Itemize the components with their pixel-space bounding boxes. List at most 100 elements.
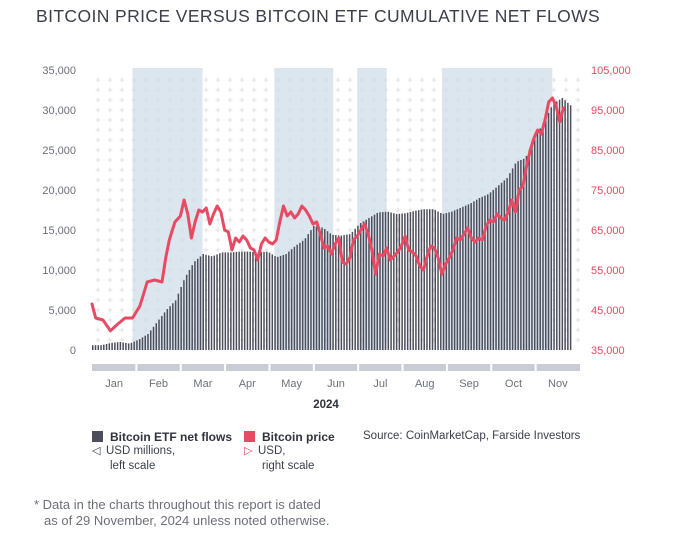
flow-bar <box>459 208 461 350</box>
flow-bar <box>503 180 506 350</box>
flow-bar <box>481 196 483 350</box>
flow-bar <box>185 274 188 350</box>
flow-bar <box>279 255 282 350</box>
flow-bar <box>509 173 511 350</box>
flow-bar <box>359 223 362 350</box>
flow-bar <box>246 251 249 350</box>
flow-bar <box>111 342 113 350</box>
x-axis-band-separator <box>490 364 493 371</box>
flow-bar <box>310 230 312 350</box>
x-axis-band-separator <box>224 364 227 371</box>
flow-bar <box>376 212 379 350</box>
footnote-line-2: as of 29 November, 2024 unless noted oth… <box>44 513 330 528</box>
flow-bar <box>340 235 343 350</box>
legend-flows-scale: left scale <box>110 460 156 472</box>
left-axis-tick: 35,000 <box>42 65 76 77</box>
flow-bar <box>138 339 141 350</box>
flow-bar <box>368 218 370 350</box>
flow-bar <box>315 226 318 350</box>
flow-bar <box>125 342 127 350</box>
legend-flows-label: Bitcoin ETF net flows <box>110 430 232 444</box>
flow-bar <box>114 342 116 350</box>
flow-bar <box>285 254 287 350</box>
flow-bar <box>205 254 207 350</box>
left-axis-tick: 30,000 <box>42 105 76 117</box>
flow-bar <box>299 242 301 350</box>
x-axis-band-separator <box>268 364 271 371</box>
left-axis-tick: 5,000 <box>48 305 76 317</box>
flow-bar <box>492 190 495 350</box>
right-axis-tick: 45,000 <box>591 305 625 317</box>
flow-bar <box>362 221 365 350</box>
flow-bar <box>105 344 108 350</box>
flow-bar <box>324 229 326 350</box>
flow-bar <box>224 252 227 350</box>
flow-bar <box>169 306 171 350</box>
flow-bar <box>423 209 425 350</box>
footnote: * Data in the charts throughout this rep… <box>34 497 329 529</box>
flow-bar <box>230 252 232 350</box>
flow-bar <box>398 213 401 350</box>
flow-bar <box>144 335 146 350</box>
flow-bar <box>219 253 221 350</box>
flow-bar <box>456 209 459 350</box>
flow-bar <box>434 210 437 350</box>
flow-bar <box>202 254 204 350</box>
flow-bar <box>487 194 489 350</box>
footnote-line-1: * Data in the charts throughout this rep… <box>34 497 321 512</box>
flow-bar <box>318 226 321 350</box>
flow-bar <box>307 234 309 350</box>
flow-bar <box>495 187 497 350</box>
flow-bar <box>564 100 566 351</box>
flow-bar <box>127 343 130 350</box>
flow-bar <box>136 340 138 350</box>
flow-bar <box>553 103 555 350</box>
shaded-period <box>132 68 203 350</box>
flow-bar <box>326 231 329 350</box>
flow-bar <box>390 212 392 350</box>
flow-bar <box>517 161 519 350</box>
flow-bar <box>478 198 481 350</box>
right-axis-tick: 35,000 <box>591 345 625 357</box>
legend-flows-swatch <box>92 431 103 442</box>
x-axis-band-separator <box>357 364 360 371</box>
flow-bar <box>133 341 135 350</box>
flow-bar <box>542 123 544 350</box>
flow-bar <box>415 210 417 350</box>
x-axis-tick: Sep <box>459 378 479 390</box>
flow-bar <box>152 326 155 350</box>
right-axis-tick: 85,000 <box>591 145 625 157</box>
flow-bar <box>158 319 160 350</box>
flow-bar <box>370 216 373 350</box>
flow-bar <box>257 252 260 350</box>
flow-bar <box>409 212 412 350</box>
flow-bar <box>119 342 122 350</box>
flow-bar <box>266 251 268 350</box>
flow-bar <box>263 251 265 350</box>
legend-price-scale: right scale <box>262 460 315 472</box>
flow-bar <box>199 256 202 350</box>
flow-bar <box>254 252 257 350</box>
legend-price-label: Bitcoin price <box>262 430 335 444</box>
flow-bar <box>348 234 351 350</box>
x-axis-tick: Feb <box>149 378 168 390</box>
flow-bar <box>216 254 218 350</box>
flow-bar <box>431 209 434 350</box>
x-axis-band-separator <box>179 364 182 371</box>
flow-bar <box>448 212 450 350</box>
flow-bar <box>522 158 525 350</box>
flow-bar <box>191 265 193 350</box>
flow-bar <box>241 251 243 350</box>
flow-bar <box>520 160 522 350</box>
flow-bar <box>172 303 174 350</box>
flow-bar <box>406 212 409 350</box>
flow-bar <box>166 309 169 350</box>
flow-bar <box>365 219 367 350</box>
flow-bar <box>561 98 564 350</box>
flow-bar <box>116 342 119 350</box>
flow-bar <box>545 118 547 350</box>
right-axis-tick: 95,000 <box>591 105 625 117</box>
flow-bar <box>108 343 111 350</box>
flow-bar <box>351 231 354 350</box>
source-note: Source: CoinMarketCap, Farside Investors <box>363 430 581 442</box>
